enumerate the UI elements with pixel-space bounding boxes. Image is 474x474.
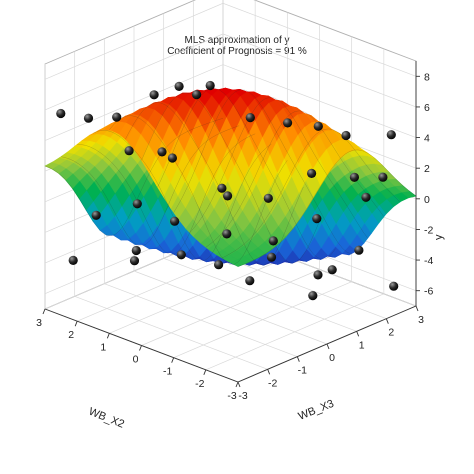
support-point [223, 191, 233, 201]
support-point [312, 214, 322, 224]
y-tick-label: -3 [238, 390, 247, 402]
support-point [192, 90, 202, 100]
y-tick-mark [237, 381, 241, 388]
surface-contour [141, 92, 320, 264]
y-tick-mark [267, 369, 271, 375]
support-point [167, 153, 177, 163]
x-tick-label: 0 [133, 354, 139, 366]
x-tick-label: -1 [163, 366, 172, 378]
surface-contour [77, 133, 256, 255]
x-tick-mark [235, 381, 239, 388]
x-tick-mark [203, 369, 207, 376]
support-point [378, 172, 388, 182]
x-tick-label: 2 [68, 329, 74, 341]
surface-contour [93, 130, 272, 262]
support-point [112, 112, 122, 122]
support-point [124, 146, 134, 156]
support-point [313, 121, 323, 131]
y-tick-label: -1 [298, 365, 307, 377]
z-tick-label: -4 [424, 255, 433, 267]
x-tick-label: 1 [100, 341, 106, 353]
support-point [56, 108, 66, 119]
support-point [176, 250, 186, 260]
support-point [349, 172, 359, 182]
support-point [214, 260, 224, 270]
support-point [354, 245, 364, 255]
support-point [263, 193, 273, 203]
support-point [266, 252, 277, 262]
x-axis-label: WB_X2 [87, 406, 126, 431]
support-point [170, 216, 180, 226]
y-tick-label: 2 [388, 327, 394, 339]
chart-subtitle: Coefficient of Prognosis = 91 % [167, 46, 307, 57]
x-tick-label: -2 [195, 378, 204, 390]
y-tick-label: 0 [329, 352, 335, 364]
axes: 3 2 1 0 -1 -2 -3 -3 -2 -1 0 1 2 3 8 6 4 2 0 -2 -4 -6 [36, 61, 433, 402]
z-tick-label: 8 [424, 71, 430, 83]
surface-contour [109, 115, 288, 265]
support-point [131, 245, 141, 256]
z-tick-label: -2 [424, 224, 433, 236]
support-points [56, 80, 399, 301]
support-point [68, 255, 78, 265]
z-tick-label: -6 [424, 286, 433, 298]
y-tick-label: 1 [359, 339, 365, 351]
y-tick-mark [356, 331, 360, 337]
support-point [386, 130, 396, 140]
x-tick-mark [106, 333, 110, 339]
y-tick-mark [385, 318, 389, 324]
response-surface [44, 87, 417, 267]
x-tick-mark [74, 320, 78, 327]
surface-contour [237, 149, 417, 267]
surface-patch [229, 259, 246, 267]
support-point [245, 113, 255, 123]
support-point [389, 281, 399, 291]
z-tick-label: 2 [424, 163, 430, 175]
support-point [245, 276, 255, 286]
support-point [341, 130, 351, 141]
support-point [174, 81, 184, 91]
x-tick-mark [171, 357, 175, 363]
surface-contour [173, 89, 352, 255]
y-tick-mark [326, 343, 330, 350]
support-point [129, 256, 140, 266]
z-tick-label: 4 [424, 133, 430, 145]
surface-contour [61, 125, 240, 247]
support-point [268, 236, 278, 246]
support-point [149, 90, 159, 100]
support-point [361, 192, 371, 202]
surface-contour [189, 97, 369, 239]
support-point [205, 80, 215, 91]
support-point [283, 118, 293, 128]
y-tick-mark [415, 305, 419, 312]
support-point [157, 147, 167, 157]
z-tick-label: 6 [424, 102, 430, 114]
surface-contour [221, 128, 401, 259]
support-point [83, 113, 94, 123]
x-tick-label: -3 [227, 390, 236, 402]
y-axis-label: WB_X3 [297, 398, 336, 423]
z-tick-label: 0 [424, 194, 430, 206]
y-tick-label: 3 [418, 314, 424, 326]
support-point [217, 183, 227, 193]
x-tick-mark [42, 308, 46, 315]
y-tick-mark [296, 356, 300, 362]
support-point [313, 270, 323, 280]
y-tick-label: -2 [268, 377, 277, 389]
support-point [307, 168, 317, 178]
support-point [222, 229, 232, 239]
x-tick-label: 3 [36, 317, 42, 329]
surface-contour [157, 88, 336, 260]
x-tick-mark [139, 345, 142, 351]
support-point [308, 291, 318, 301]
support-point [327, 265, 337, 275]
chart-title: MLS approximation of y [184, 35, 289, 46]
support-point [91, 210, 101, 220]
support-point [132, 199, 142, 209]
z-axis-label: y [433, 234, 445, 240]
